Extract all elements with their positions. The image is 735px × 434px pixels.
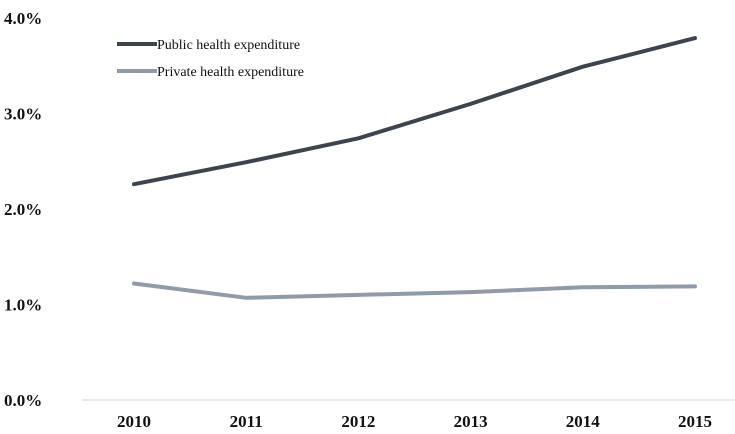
y-tick-label: 1.0% [4,296,42,315]
x-tick-label: 2012 [341,412,375,431]
legend-label: Public health expenditure [157,38,300,53]
y-tick-label: 4.0% [4,9,42,28]
series-line-public [132,36,697,187]
series-lines [132,36,697,300]
legend: Public health expenditure Private health … [117,38,304,80]
legend-label: Private health expenditure [157,65,304,80]
y-tick-label: 2.0% [4,200,42,219]
y-tick-label: 0.0% [4,391,42,410]
y-tick-label: 3.0% [4,105,42,124]
x-tick-label: 2013 [454,412,488,431]
y-axis-tick-labels: 0.0% 1.0% 2.0% 3.0% 4.0% [4,9,42,410]
series-line-private [132,281,697,300]
x-tick-label: 2010 [117,412,151,431]
x-tick-label: 2015 [678,412,712,431]
x-tick-label: 2014 [566,412,601,431]
x-axis-tick-labels: 2010 2011 2012 2013 2014 2015 [117,412,712,431]
x-tick-label: 2011 [230,412,263,431]
